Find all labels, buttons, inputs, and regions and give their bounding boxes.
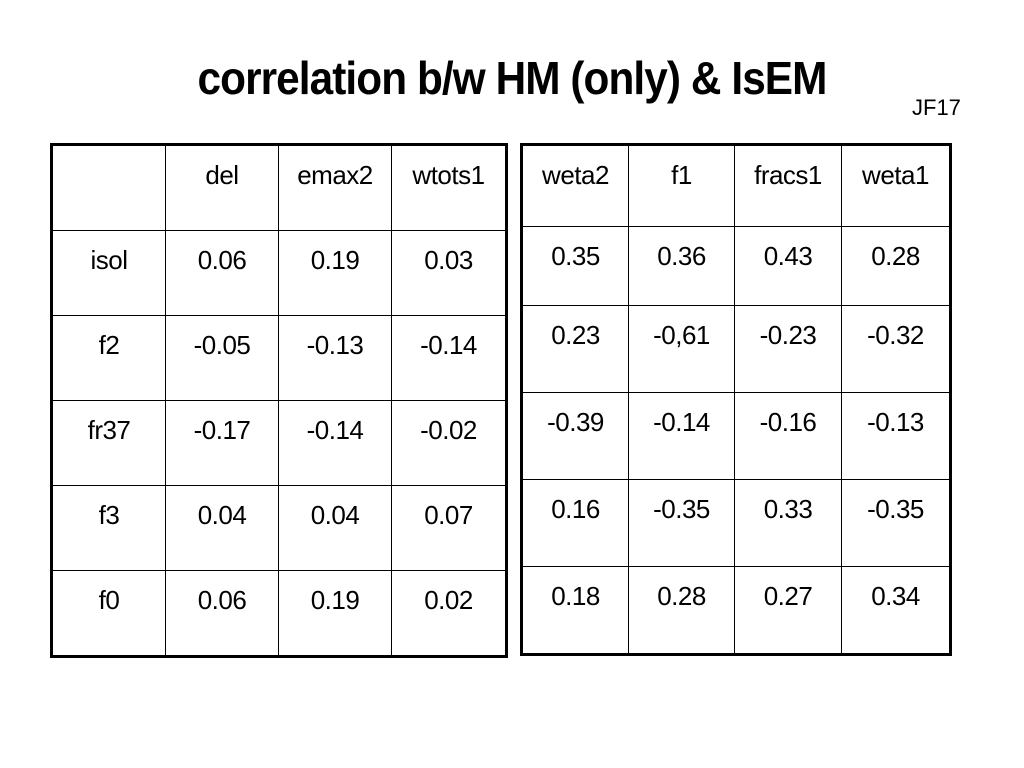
table-cell: 0.34	[841, 566, 951, 655]
table-row: fr37 -0.17 -0.14 -0.02	[51, 400, 507, 486]
table-cell: 0.23	[521, 305, 629, 393]
table-row: 0.23 -0,61 -0.23 -0.32	[521, 305, 951, 393]
column-header: emax2	[278, 144, 392, 231]
table-cell: -0.02	[391, 400, 507, 486]
table-cell: 0.28	[628, 566, 735, 655]
table-row: f0 0.06 0.19 0.02	[51, 570, 507, 657]
table-cell: 0.43	[734, 226, 842, 306]
column-header: del	[165, 144, 279, 231]
row-label: isol	[51, 230, 166, 316]
table-cell: -0.39	[521, 392, 629, 480]
table-cell: 0.04	[278, 485, 392, 571]
table-cell: -0.32	[841, 305, 951, 393]
table-cell: 0.35	[521, 226, 629, 306]
table-cell: 0.06	[165, 570, 279, 657]
correlation-table-right: weta2 f1 fracs1 weta1 0.35 0.36 0.43 0.2…	[520, 143, 952, 656]
table-cell: -0.13	[278, 315, 392, 401]
table-cell: -0.23	[734, 305, 842, 393]
table-header-row: del emax2 wtots1	[51, 144, 507, 231]
table-row: -0.39 -0.14 -0.16 -0.13	[521, 392, 951, 480]
correlation-table-left: del emax2 wtots1 isol 0.06 0.19 0.03 f2 …	[50, 143, 508, 658]
table-cell: 0.28	[841, 226, 951, 306]
table-cell: 0.19	[278, 570, 392, 657]
table-cell: 0.33	[734, 479, 842, 567]
table-cell: 0.02	[391, 570, 507, 657]
table-cell: 0.36	[628, 226, 735, 306]
column-header: weta2	[521, 144, 629, 227]
table-cell: -0.14	[391, 315, 507, 401]
table-cell: -0.14	[278, 400, 392, 486]
table-row: f3 0.04 0.04 0.07	[51, 485, 507, 571]
column-header: wtots1	[391, 144, 507, 231]
table-row: f2 -0.05 -0.13 -0.14	[51, 315, 507, 401]
slide-tag: JF17	[912, 95, 961, 120]
table-cell: -0.35	[841, 479, 951, 567]
row-label: f0	[51, 570, 166, 657]
table-cell: 0.27	[734, 566, 842, 655]
table-cell: 0.04	[165, 485, 279, 571]
column-header: weta1	[841, 144, 951, 227]
row-label: f2	[51, 315, 166, 401]
table-header-row: weta2 f1 fracs1 weta1	[521, 144, 951, 227]
column-header: f1	[628, 144, 735, 227]
table-row: 0.35 0.36 0.43 0.28	[521, 226, 951, 306]
table-cell: -0,61	[628, 305, 735, 393]
table-cell: 0.07	[391, 485, 507, 571]
corner-cell	[51, 144, 166, 231]
table-cell: -0.05	[165, 315, 279, 401]
table-cell: -0.13	[841, 392, 951, 480]
table-cell: 0.16	[521, 479, 629, 567]
table-cell: 0.03	[391, 230, 507, 316]
table-cell: 0.19	[278, 230, 392, 316]
slide-title: correlation b/w HM (only) & IsEM	[197, 52, 828, 104]
table-cell: -0.35	[628, 479, 735, 567]
table-cell: -0.16	[734, 392, 842, 480]
row-label: f3	[51, 485, 166, 571]
table-row: isol 0.06 0.19 0.03	[51, 230, 507, 316]
table-row: 0.16 -0.35 0.33 -0.35	[521, 479, 951, 567]
row-label: fr37	[51, 400, 166, 486]
column-header: fracs1	[734, 144, 842, 227]
table-cell: 0.06	[165, 230, 279, 316]
table-cell: -0.14	[628, 392, 735, 480]
table-row: 0.18 0.28 0.27 0.34	[521, 566, 951, 655]
table-cell: -0.17	[165, 400, 279, 486]
table-cell: 0.18	[521, 566, 629, 655]
